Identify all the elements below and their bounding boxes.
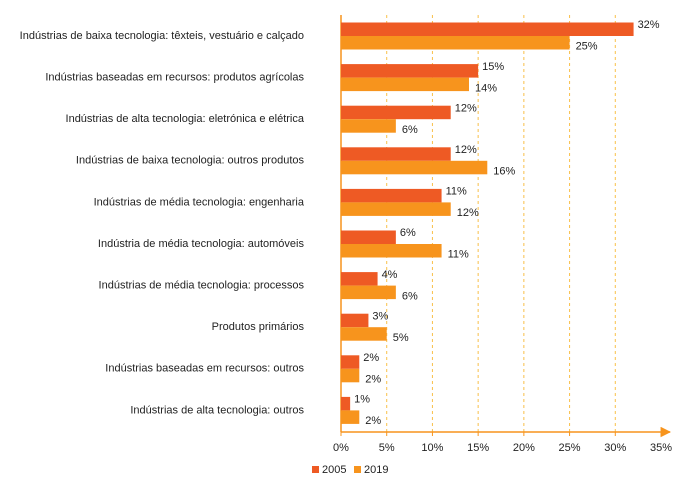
value-label: 25%: [576, 41, 598, 53]
value-label: 6%: [402, 290, 418, 302]
y-tick-label: Indústrias baseadas em recursos: outros: [105, 363, 304, 375]
legend-label: 2005: [322, 464, 346, 476]
x-tick-label: 0%: [333, 442, 349, 454]
y-tick-label: Indústrias de alta tecnologia: eletrónic…: [66, 113, 305, 125]
value-label: 5%: [393, 332, 409, 344]
value-label: 1%: [354, 394, 370, 406]
y-tick-label: Indústrias de baixa tecnologia: outros p…: [76, 155, 305, 167]
bar: [341, 64, 479, 78]
y-tick-label: Indústrias baseadas em recursos: produto…: [45, 72, 304, 84]
bar: [341, 313, 369, 328]
y-tick-label: Indústrias de média tecnologia: processo…: [99, 280, 305, 292]
x-tick-label: 20%: [513, 442, 535, 454]
value-label: 12%: [455, 144, 477, 156]
bar: [341, 230, 396, 244]
bar: [341, 272, 378, 286]
bar: [341, 327, 387, 341]
legend-swatch: [312, 466, 319, 473]
value-label: 4%: [382, 269, 398, 281]
value-label: 12%: [455, 102, 477, 114]
bar: [341, 285, 396, 300]
bar: [341, 410, 360, 424]
bar: [341, 147, 451, 161]
x-tick-label: 15%: [467, 442, 489, 454]
value-label: 2%: [365, 415, 381, 427]
y-tick-label: Indústrias de alta tecnologia: outros: [130, 404, 304, 416]
x-tick-label: 30%: [604, 442, 626, 454]
bar: [341, 202, 451, 216]
bar: [341, 188, 442, 203]
value-label: 6%: [402, 124, 418, 136]
value-label: 16%: [493, 165, 515, 177]
value-label: 12%: [457, 207, 479, 219]
x-tick-label: 25%: [559, 442, 581, 454]
bar: [341, 77, 469, 92]
value-label: 14%: [475, 82, 497, 94]
x-tick-label: 5%: [379, 442, 395, 454]
bar: [341, 160, 488, 175]
value-label: 15%: [482, 61, 504, 73]
bar: [341, 119, 396, 133]
bar: [341, 36, 570, 50]
bar: [341, 244, 442, 258]
bar: [341, 368, 360, 383]
bar: [341, 396, 351, 411]
x-tick-label: 10%: [421, 442, 443, 454]
bar: [341, 105, 451, 120]
legend-label: 2019: [364, 464, 388, 476]
y-tick-label: Indústria de média tecnologia: automóvei…: [98, 238, 305, 250]
y-tick-label: Indústrias de baixa tecnologia: têxteis,…: [20, 30, 304, 42]
value-label: 2%: [365, 373, 381, 385]
value-label: 3%: [372, 310, 388, 322]
value-label: 2%: [363, 352, 379, 364]
value-label: 11%: [446, 186, 467, 198]
value-label: 11%: [448, 249, 469, 261]
y-tick-label: Indústrias de média tecnologia: engenhar…: [94, 196, 305, 208]
value-label: 32%: [638, 19, 660, 31]
x-tick-label: 35%: [650, 442, 672, 454]
bar: [341, 22, 634, 36]
value-label: 6%: [400, 227, 416, 239]
bar: [341, 355, 360, 369]
legend-swatch: [354, 466, 361, 473]
y-tick-label: Produtos primários: [212, 321, 305, 333]
